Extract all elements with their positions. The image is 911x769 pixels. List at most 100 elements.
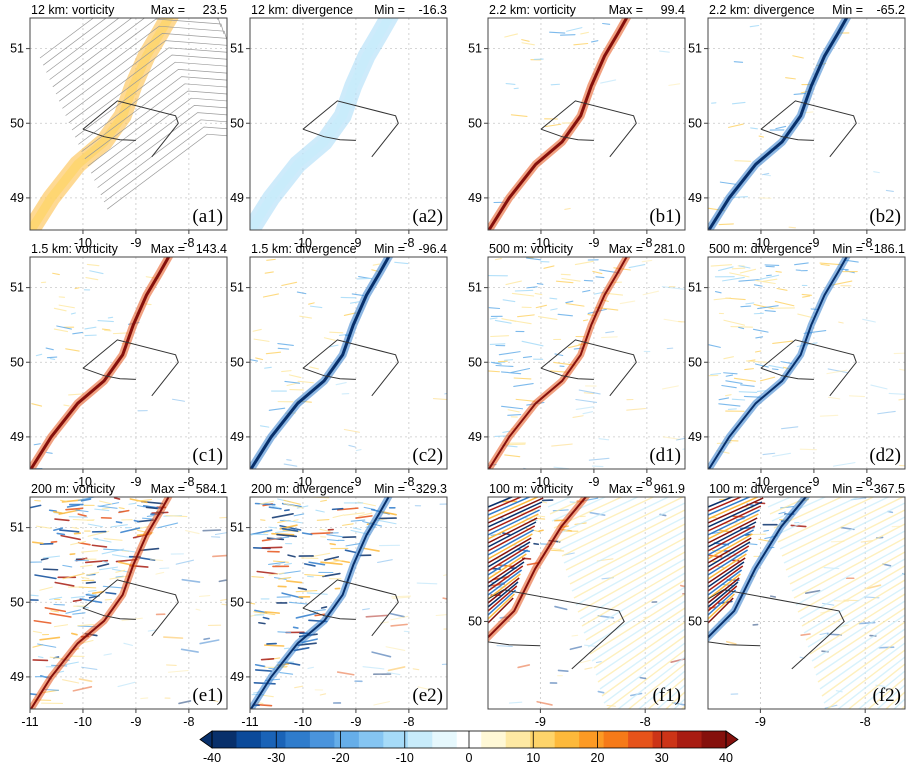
field-texture	[30, 504, 42, 509]
colorbar: -40 -30 -20 -10 0 10 20 30 40	[199, 730, 739, 765]
field-texture	[488, 537, 532, 564]
field-texture	[416, 582, 438, 585]
x-tick-label: -8	[640, 715, 651, 729]
front-core	[30, 18, 174, 230]
wave-band	[571, 530, 685, 592]
field-texture	[768, 364, 785, 369]
field-texture	[538, 529, 544, 532]
field-texture	[819, 262, 842, 266]
x-tick-label: -9	[130, 236, 141, 250]
field-texture	[85, 581, 97, 584]
field-texture	[355, 515, 373, 519]
colorbar-tick-label: 10	[526, 751, 540, 765]
field-texture	[102, 585, 124, 589]
field-texture	[328, 344, 339, 348]
field-texture	[63, 404, 70, 407]
field-texture	[349, 301, 360, 304]
field-texture	[390, 615, 409, 621]
y-tick-label: 50	[688, 355, 702, 369]
field-texture	[392, 596, 411, 599]
field-texture	[171, 398, 186, 402]
field-texture	[117, 548, 136, 553]
x-tick-label: -8	[183, 715, 194, 729]
field-texture	[507, 414, 522, 416]
field-texture	[288, 374, 302, 379]
panel-stat-label: Max =	[609, 242, 643, 256]
colorbar-segment	[505, 731, 531, 748]
wave-band	[559, 497, 670, 550]
field-texture	[268, 407, 286, 411]
field-texture	[488, 545, 530, 572]
wave-band	[599, 628, 685, 690]
front-core	[488, 497, 588, 639]
field-texture	[708, 513, 759, 540]
wave-band	[805, 579, 905, 641]
x-tick-label: -8	[403, 475, 414, 489]
field-texture	[198, 595, 211, 597]
field-texture	[888, 392, 905, 395]
field-texture	[297, 380, 314, 384]
field-texture	[261, 546, 283, 549]
field-texture	[504, 454, 521, 458]
field-texture	[163, 636, 184, 639]
field-texture	[31, 403, 43, 407]
field-texture	[745, 302, 755, 305]
field-texture	[605, 330, 615, 334]
field-texture	[345, 543, 360, 547]
field-texture	[141, 517, 154, 520]
field-texture	[774, 300, 795, 307]
field-texture	[804, 589, 821, 594]
field-texture	[514, 289, 534, 292]
field-texture	[212, 554, 227, 558]
field-texture	[277, 343, 294, 346]
field-texture	[65, 348, 80, 352]
y-tick-label: 49	[230, 670, 244, 684]
field-texture	[899, 464, 905, 467]
field-texture	[533, 542, 540, 546]
front-core	[708, 497, 808, 639]
flight-track-tail	[488, 641, 541, 647]
field-texture	[264, 271, 274, 274]
colorbar-segment	[554, 731, 580, 748]
field-texture	[536, 283, 544, 285]
field-texture	[112, 332, 129, 335]
panel-stat-label: Min =	[832, 242, 863, 256]
field-texture	[284, 380, 301, 384]
field-texture	[571, 634, 579, 637]
field-texture	[221, 603, 227, 606]
panel-label: (f2)	[873, 685, 901, 706]
field-texture	[175, 559, 195, 565]
field-texture	[526, 286, 538, 289]
field-texture	[295, 590, 318, 593]
field-texture	[838, 321, 844, 324]
field-texture	[343, 428, 360, 433]
field-texture	[40, 557, 49, 561]
colorbar-tick-label: 40	[719, 751, 733, 765]
field-texture	[180, 648, 199, 653]
field-texture	[565, 303, 585, 307]
field-texture	[549, 297, 558, 300]
field-texture	[488, 573, 521, 600]
field-texture	[590, 40, 599, 43]
field-texture	[738, 326, 745, 330]
field-texture	[572, 415, 584, 419]
field-texture	[86, 571, 100, 576]
field-texture	[268, 526, 278, 529]
y-tick-label: 51	[10, 42, 24, 56]
field-texture	[574, 260, 594, 266]
panel-stat-label: Max =	[609, 3, 643, 17]
field-texture	[107, 316, 114, 319]
wave-band	[817, 621, 905, 683]
field-texture	[254, 502, 276, 506]
flight-track-tail	[540, 128, 594, 141]
field-texture	[641, 259, 653, 263]
colorbar-segment	[652, 731, 678, 748]
x-tick-label: -8	[861, 475, 872, 489]
wave-band	[793, 537, 905, 599]
field-texture	[752, 328, 769, 333]
sounding-line	[81, 76, 227, 152]
field-texture	[105, 591, 117, 595]
wave-band	[797, 551, 905, 613]
field-texture	[827, 368, 848, 374]
wave-band	[867, 677, 905, 709]
